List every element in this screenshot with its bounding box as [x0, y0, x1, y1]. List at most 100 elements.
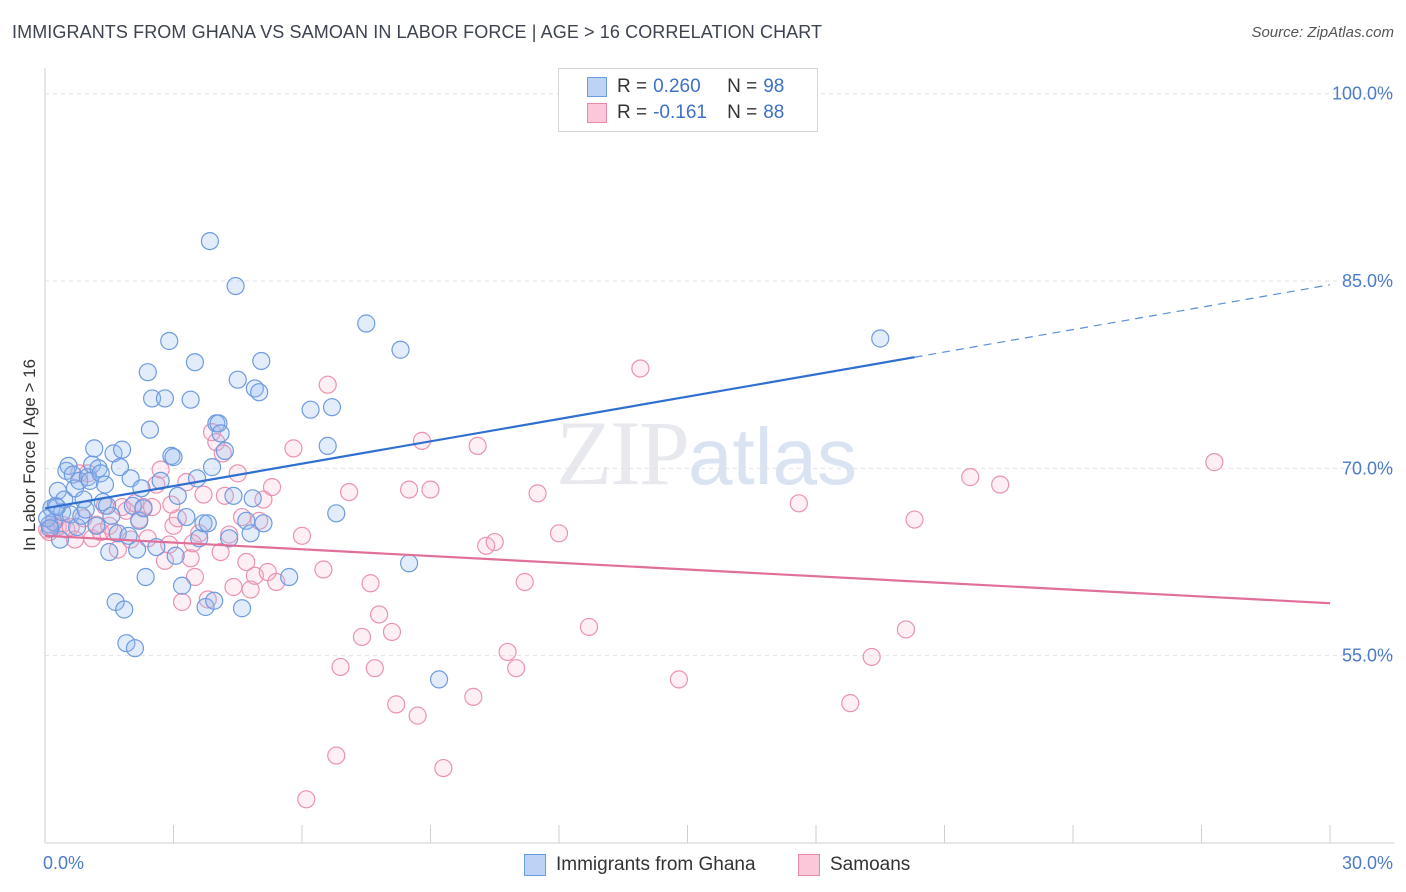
ghana-point [871, 329, 890, 348]
bottom-legend-label: Samoans [830, 854, 911, 875]
samoan-point [262, 477, 282, 497]
samoan-point [365, 659, 384, 678]
ghana-trend-line [44, 356, 915, 510]
samoan-point [399, 480, 419, 499]
ghana-point [327, 504, 346, 523]
samoan-point [297, 790, 316, 809]
y-axis-label: In Labor Force | Age > 16 [20, 359, 39, 551]
ghana-point [59, 456, 78, 475]
ghana-trend-extension [914, 284, 1331, 358]
samoan-point [314, 560, 333, 579]
samoan-point [331, 657, 350, 677]
bottom-legend-samoan: Samoans [798, 853, 910, 877]
samoan-point [213, 444, 232, 463]
ghana-point [224, 486, 243, 505]
samoan-point [961, 468, 980, 487]
ghana-point [220, 529, 239, 548]
y-tick-label: 85.0% [1342, 271, 1393, 291]
ghana-swatch [524, 854, 546, 876]
samoan-point [468, 436, 487, 455]
samoan-point [434, 758, 453, 778]
ghana-point [76, 500, 95, 519]
trend-lines [44, 284, 1331, 605]
ghana-point [85, 439, 104, 458]
ghana-point [151, 471, 170, 490]
ghana-point [140, 420, 160, 439]
legend-n-value: 98 [763, 76, 785, 97]
ghana-point [91, 464, 110, 483]
bottom-legend-label: Immigrants from Ghana [556, 854, 756, 875]
legend-row-ghana: R = 0.260 N = 98 [587, 75, 784, 99]
samoan-point [237, 552, 256, 572]
ghana-point [110, 458, 130, 477]
ghana-point [117, 634, 136, 653]
ghana-point [125, 639, 145, 658]
samoan-point [387, 695, 406, 714]
ghana-point [187, 469, 207, 488]
watermark: ZIPatlas [556, 400, 857, 506]
ghana-point [399, 554, 419, 573]
legend-r-label: R = [617, 102, 648, 123]
x-tick-label: 0.0% [43, 853, 84, 873]
legend-r-value: 0.260 [653, 76, 701, 97]
samoan-point [669, 670, 689, 689]
ghana-point [164, 448, 183, 467]
samoan-point [789, 494, 808, 513]
samoan-point [631, 359, 650, 378]
samoan-point [340, 482, 359, 502]
ghana-point [280, 567, 299, 587]
ghana-point [95, 475, 115, 494]
ghana-point [243, 489, 262, 508]
samoan-point [181, 549, 200, 568]
ghana-point [166, 546, 185, 565]
samoan-point [194, 485, 213, 504]
ghana-point [123, 496, 142, 515]
ghana-point [142, 389, 162, 408]
ghana-point [200, 231, 220, 251]
y-tick-label: 100.0% [1332, 84, 1393, 104]
samoan-swatch [798, 854, 820, 876]
samoan-point [896, 620, 916, 639]
samoan-point [464, 687, 483, 706]
ghana-point [168, 486, 187, 505]
ghana-point [115, 600, 134, 619]
ghana-point [194, 514, 213, 533]
chart-title: IMMIGRANTS FROM GHANA VS SAMOAN IN LABOR… [12, 22, 823, 42]
ghana-point [228, 370, 247, 389]
samoan-point [172, 592, 192, 612]
ghana-point [318, 436, 337, 455]
legend-row-samoan: R = -0.161 N = 88 [587, 101, 784, 125]
samoan-point [549, 524, 569, 543]
ghana-point [232, 599, 252, 618]
ghana-point [254, 514, 273, 533]
x-tick-label: 30.0% [1342, 853, 1393, 873]
ghana-point [172, 576, 192, 595]
ghana-point [250, 383, 269, 402]
ghana-swatch [587, 77, 607, 97]
samoan-point [579, 617, 599, 637]
samoan-point [327, 746, 346, 765]
ghana-point [127, 540, 147, 559]
samoan-point [991, 475, 1010, 494]
ghana-point [185, 353, 205, 372]
ghana-point [112, 440, 132, 459]
ghana-point [211, 424, 230, 443]
samoan-point [292, 526, 312, 545]
samoan-point [370, 605, 389, 624]
watermark-atlas: atlas [688, 412, 857, 501]
ghana-point [136, 567, 155, 587]
ghana-point [252, 351, 271, 371]
samoan-point [485, 532, 504, 552]
ghana-point [190, 529, 209, 548]
samoan-point [241, 580, 260, 599]
y-tick-label: 70.0% [1342, 458, 1393, 478]
samoan-swatch [587, 103, 607, 123]
ghana-point [102, 506, 121, 525]
correlation-legend: R = 0.260 N = 98 R = -0.161 N = 88 [558, 68, 818, 132]
ghana-point [241, 524, 260, 543]
samoan-point [515, 572, 534, 592]
tick-labels: 55.0% 70.0% 85.0% 100.0% 0.0% 30.0% [43, 84, 1393, 873]
ghana-point [155, 389, 175, 408]
legend-r-label: R = [617, 76, 648, 97]
